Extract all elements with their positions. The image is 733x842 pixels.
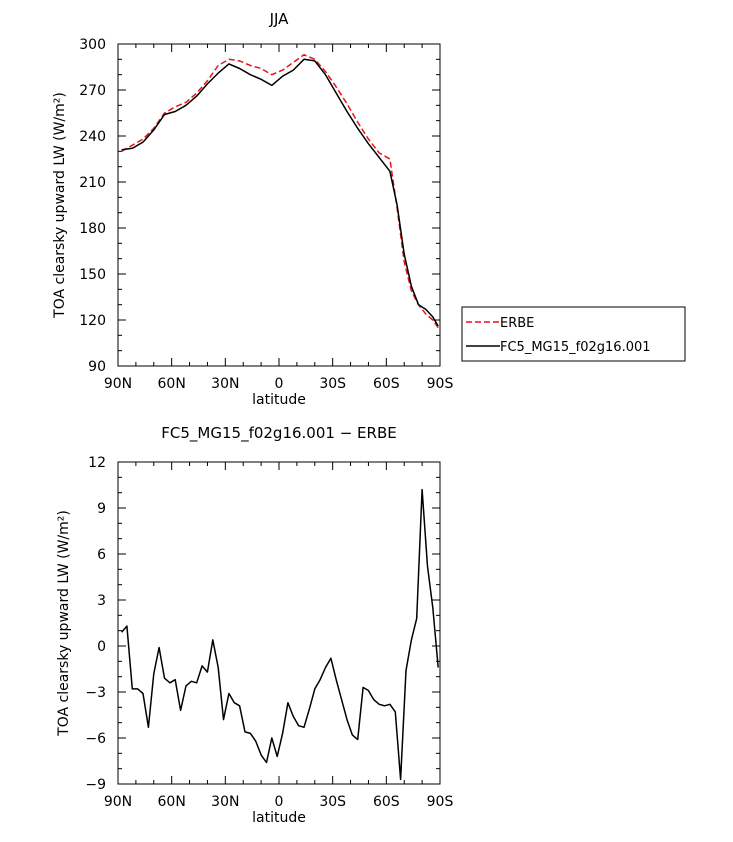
- bottom-y-axis-label: TOA clearsky upward LW (W/m²): [56, 510, 72, 737]
- bottom-axis-ticks: 90N 60N 30N 0 30S 60S 90S −9 −6 −3 0 3 6 9 12: [85, 455, 453, 810]
- x-tick-label: 90S: [427, 794, 454, 810]
- top-y-axis-label: TOA clearsky upward LW (W/m²): [52, 92, 68, 319]
- bottom-plot-frame: [117, 461, 441, 785]
- y-tick-label: 270: [79, 83, 106, 99]
- top-chart-title: JJA: [269, 10, 290, 28]
- y-tick-label: 300: [79, 37, 106, 53]
- x-tick-label: 90N: [104, 794, 132, 810]
- legend-label-fc5: FC5_MG15_f02g16.001: [500, 340, 651, 355]
- difference-series-line: [121, 488, 439, 781]
- x-tick-label: 30N: [211, 794, 239, 810]
- legend: ERBE FC5_MG15_f02g16.001: [461, 306, 686, 362]
- x-tick-label: 60S: [373, 376, 400, 392]
- y-tick-label: 180: [79, 221, 106, 237]
- x-tick-label: 60N: [158, 794, 186, 810]
- x-tick-label: 60N: [158, 376, 186, 392]
- y-tick-label: 6: [97, 547, 106, 563]
- top-x-axis-label: latitude: [252, 392, 306, 408]
- x-tick-label: 0: [275, 376, 284, 392]
- x-tick-label: 30N: [211, 376, 239, 392]
- top-series: [121, 53, 439, 329]
- legend-label-erbe: ERBE: [500, 316, 534, 331]
- bottom-x-axis-label: latitude: [252, 810, 306, 826]
- x-tick-label: 90S: [427, 376, 454, 392]
- y-tick-label: −6: [85, 731, 106, 747]
- y-tick-label: −9: [85, 777, 106, 793]
- x-tick-label: 0: [275, 794, 284, 810]
- legend-box: [461, 306, 686, 362]
- y-tick-label: −3: [85, 685, 106, 701]
- erbe-series-line: [121, 53, 439, 329]
- top-axis-ticks: 90N 60N 30N 0 30S 60S 90S 90 120 150 180 210 240 270 3…: [79, 37, 453, 392]
- bottom-panel: FC5_MG15_f02g16.001 − ERBE 90N 60N 30N 0 30S…: [56, 424, 453, 826]
- bottom-series: [121, 488, 439, 781]
- fc5-series-line: [121, 58, 439, 327]
- y-tick-label: 90: [88, 359, 106, 375]
- bottom-chart-title: FC5_MG15_f02g16.001 − ERBE: [161, 424, 396, 443]
- x-tick-label: 30S: [319, 794, 346, 810]
- x-tick-label: 30S: [319, 376, 346, 392]
- top-panel: JJA 90N 60N 30N 0 30S 60S 90S 90 120 150 180 210 240…: [52, 10, 453, 408]
- y-tick-label: 0: [97, 639, 106, 655]
- x-tick-label: 90N: [104, 376, 132, 392]
- y-tick-label: 120: [79, 313, 106, 329]
- y-tick-label: 210: [79, 175, 106, 191]
- y-tick-label: 240: [79, 129, 106, 145]
- x-tick-label: 60S: [373, 794, 400, 810]
- y-tick-label: 3: [97, 593, 106, 609]
- y-tick-label: 12: [88, 455, 106, 471]
- y-tick-label: 9: [97, 501, 106, 517]
- top-plot-frame: [117, 43, 441, 367]
- y-tick-label: 150: [79, 267, 106, 283]
